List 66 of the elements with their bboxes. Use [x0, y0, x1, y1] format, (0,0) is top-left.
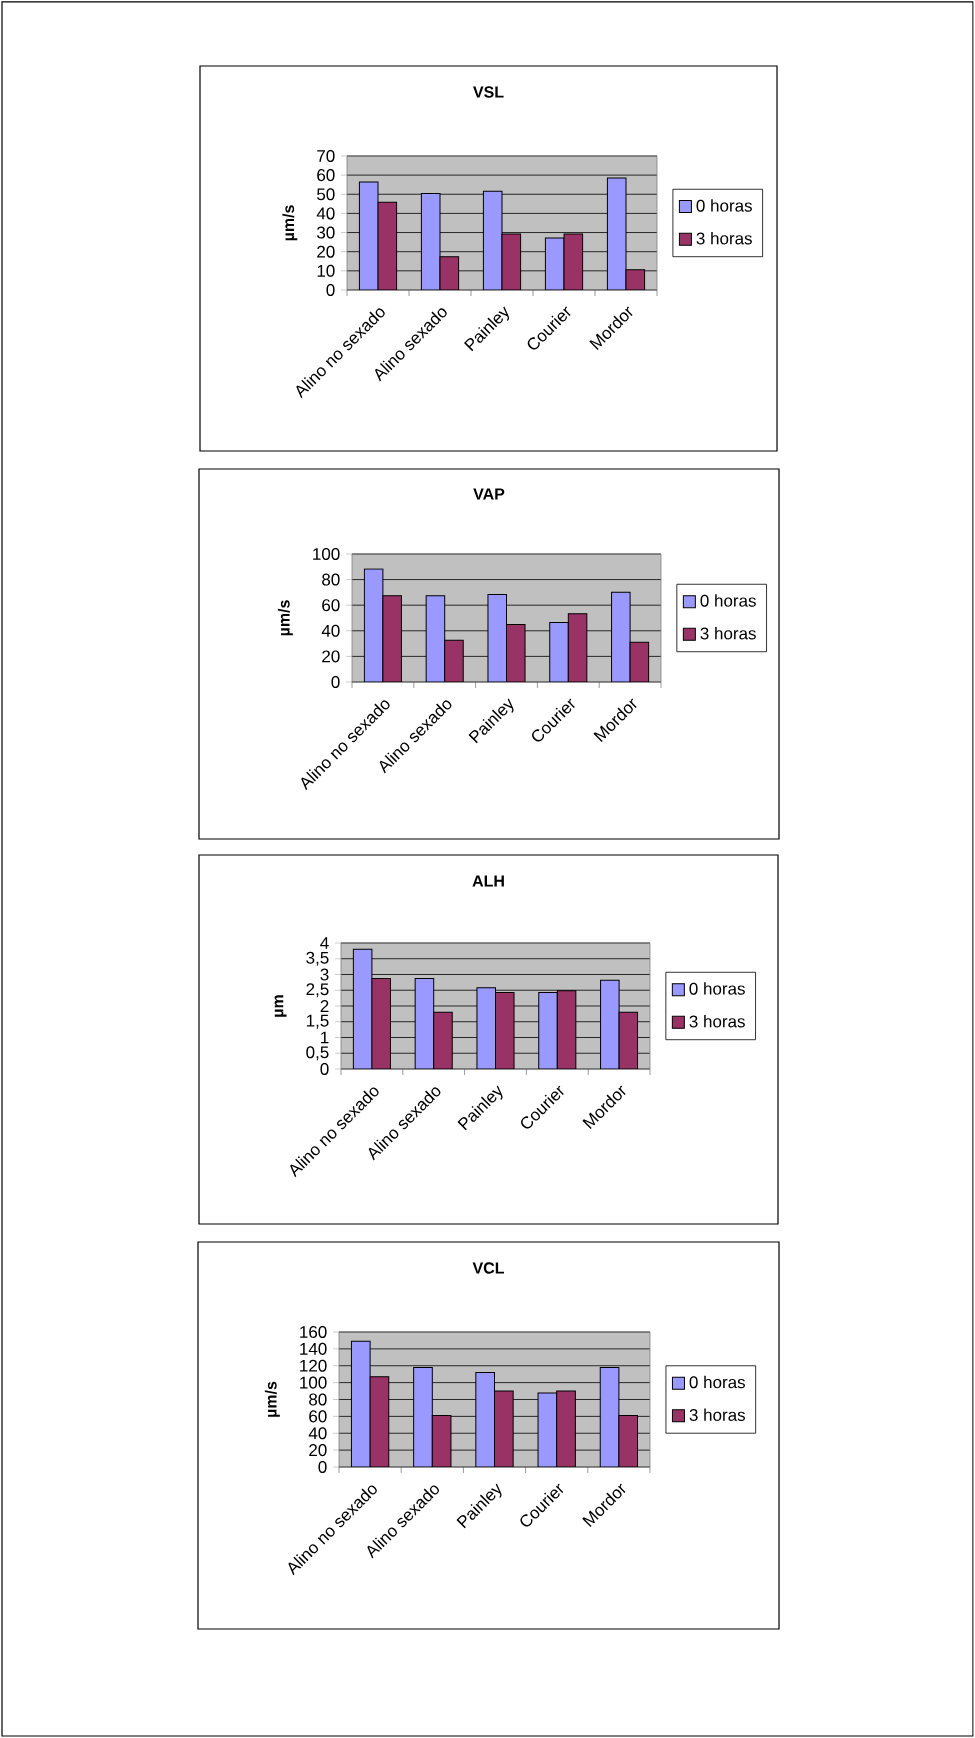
chart-title: ALH — [472, 875, 504, 887]
bar — [600, 979, 620, 1069]
y-tick-label: 30 — [317, 226, 335, 239]
y-tick-label: 0 — [318, 1460, 327, 1473]
bar — [425, 595, 446, 682]
y-tick-label: 3 — [320, 968, 329, 981]
bar — [420, 192, 441, 290]
y-tick-label: 80 — [309, 1393, 327, 1406]
y-tick-label: 40 — [321, 624, 340, 637]
chart-title: VCL — [472, 1262, 505, 1274]
y-tick-label: 100 — [300, 1376, 327, 1389]
legend-label: 0 horas — [689, 982, 745, 995]
y-tick-label: 40 — [316, 207, 335, 220]
y-tick-label: 20 — [309, 1444, 327, 1457]
y-tick-label: 0 — [326, 283, 335, 296]
y-tick-label: 2 — [320, 1000, 329, 1012]
chart-title: VAP — [473, 488, 505, 500]
bar — [538, 991, 558, 1069]
bar — [358, 181, 379, 290]
y-tick-label: 0 — [331, 675, 340, 688]
legend-label: 0 horas — [696, 199, 752, 212]
bar — [606, 177, 627, 290]
y-tick-label: 10 — [317, 264, 335, 277]
legend-label: 3 horas — [696, 231, 752, 245]
y-tick-label: 40 — [308, 1427, 327, 1440]
legend-label: 3 horas — [689, 1014, 745, 1028]
y-tick-label: 120 — [300, 1359, 327, 1372]
bar — [549, 621, 569, 682]
legend-label: 3 horas — [700, 626, 756, 640]
y-axis-title: µm/s — [282, 205, 298, 241]
legend-label: 0 horas — [700, 594, 756, 607]
bar — [476, 987, 496, 1069]
y-tick-label: 160 — [300, 1325, 327, 1338]
bar — [599, 1366, 620, 1467]
y-tick-label: 0 — [320, 1062, 329, 1075]
y-tick-label: 50 — [317, 188, 335, 201]
y-tick-label: 2,5 — [306, 983, 329, 998]
bar — [611, 591, 631, 682]
y-tick-label: 3,5 — [306, 951, 329, 966]
y-axis-title: µm — [274, 995, 287, 1017]
legend-label: 3 horas — [689, 1408, 745, 1421]
bar — [475, 1371, 495, 1467]
bar — [482, 190, 503, 290]
y-tick-label: 1 — [321, 1031, 329, 1044]
bar — [487, 593, 507, 682]
y-tick-label: 60 — [317, 169, 335, 182]
y-tick-label: 60 — [322, 599, 340, 612]
bar — [413, 1366, 433, 1467]
legend-label: 0 horas — [689, 1375, 745, 1389]
y-tick-label: 70 — [317, 149, 335, 162]
bar — [414, 978, 435, 1069]
bar — [363, 568, 384, 682]
y-tick-label: 20 — [322, 650, 340, 663]
y-tick-label: 1,5 — [306, 1014, 329, 1029]
y-tick-label: 0,5 — [306, 1046, 329, 1061]
y-tick-label: 60 — [309, 1410, 327, 1423]
y-tick-label: 20 — [317, 245, 335, 258]
y-tick-label: 100 — [313, 547, 340, 560]
y-axis-title: µm/s — [264, 1381, 280, 1417]
y-tick-label: 4 — [320, 937, 329, 949]
y-tick-label: 140 — [300, 1342, 327, 1355]
y-tick-label: 80 — [322, 573, 340, 586]
bar — [350, 1340, 371, 1467]
y-axis-title: µm/s — [277, 600, 293, 636]
bar — [352, 948, 373, 1069]
chart-title: VSL — [473, 86, 504, 98]
